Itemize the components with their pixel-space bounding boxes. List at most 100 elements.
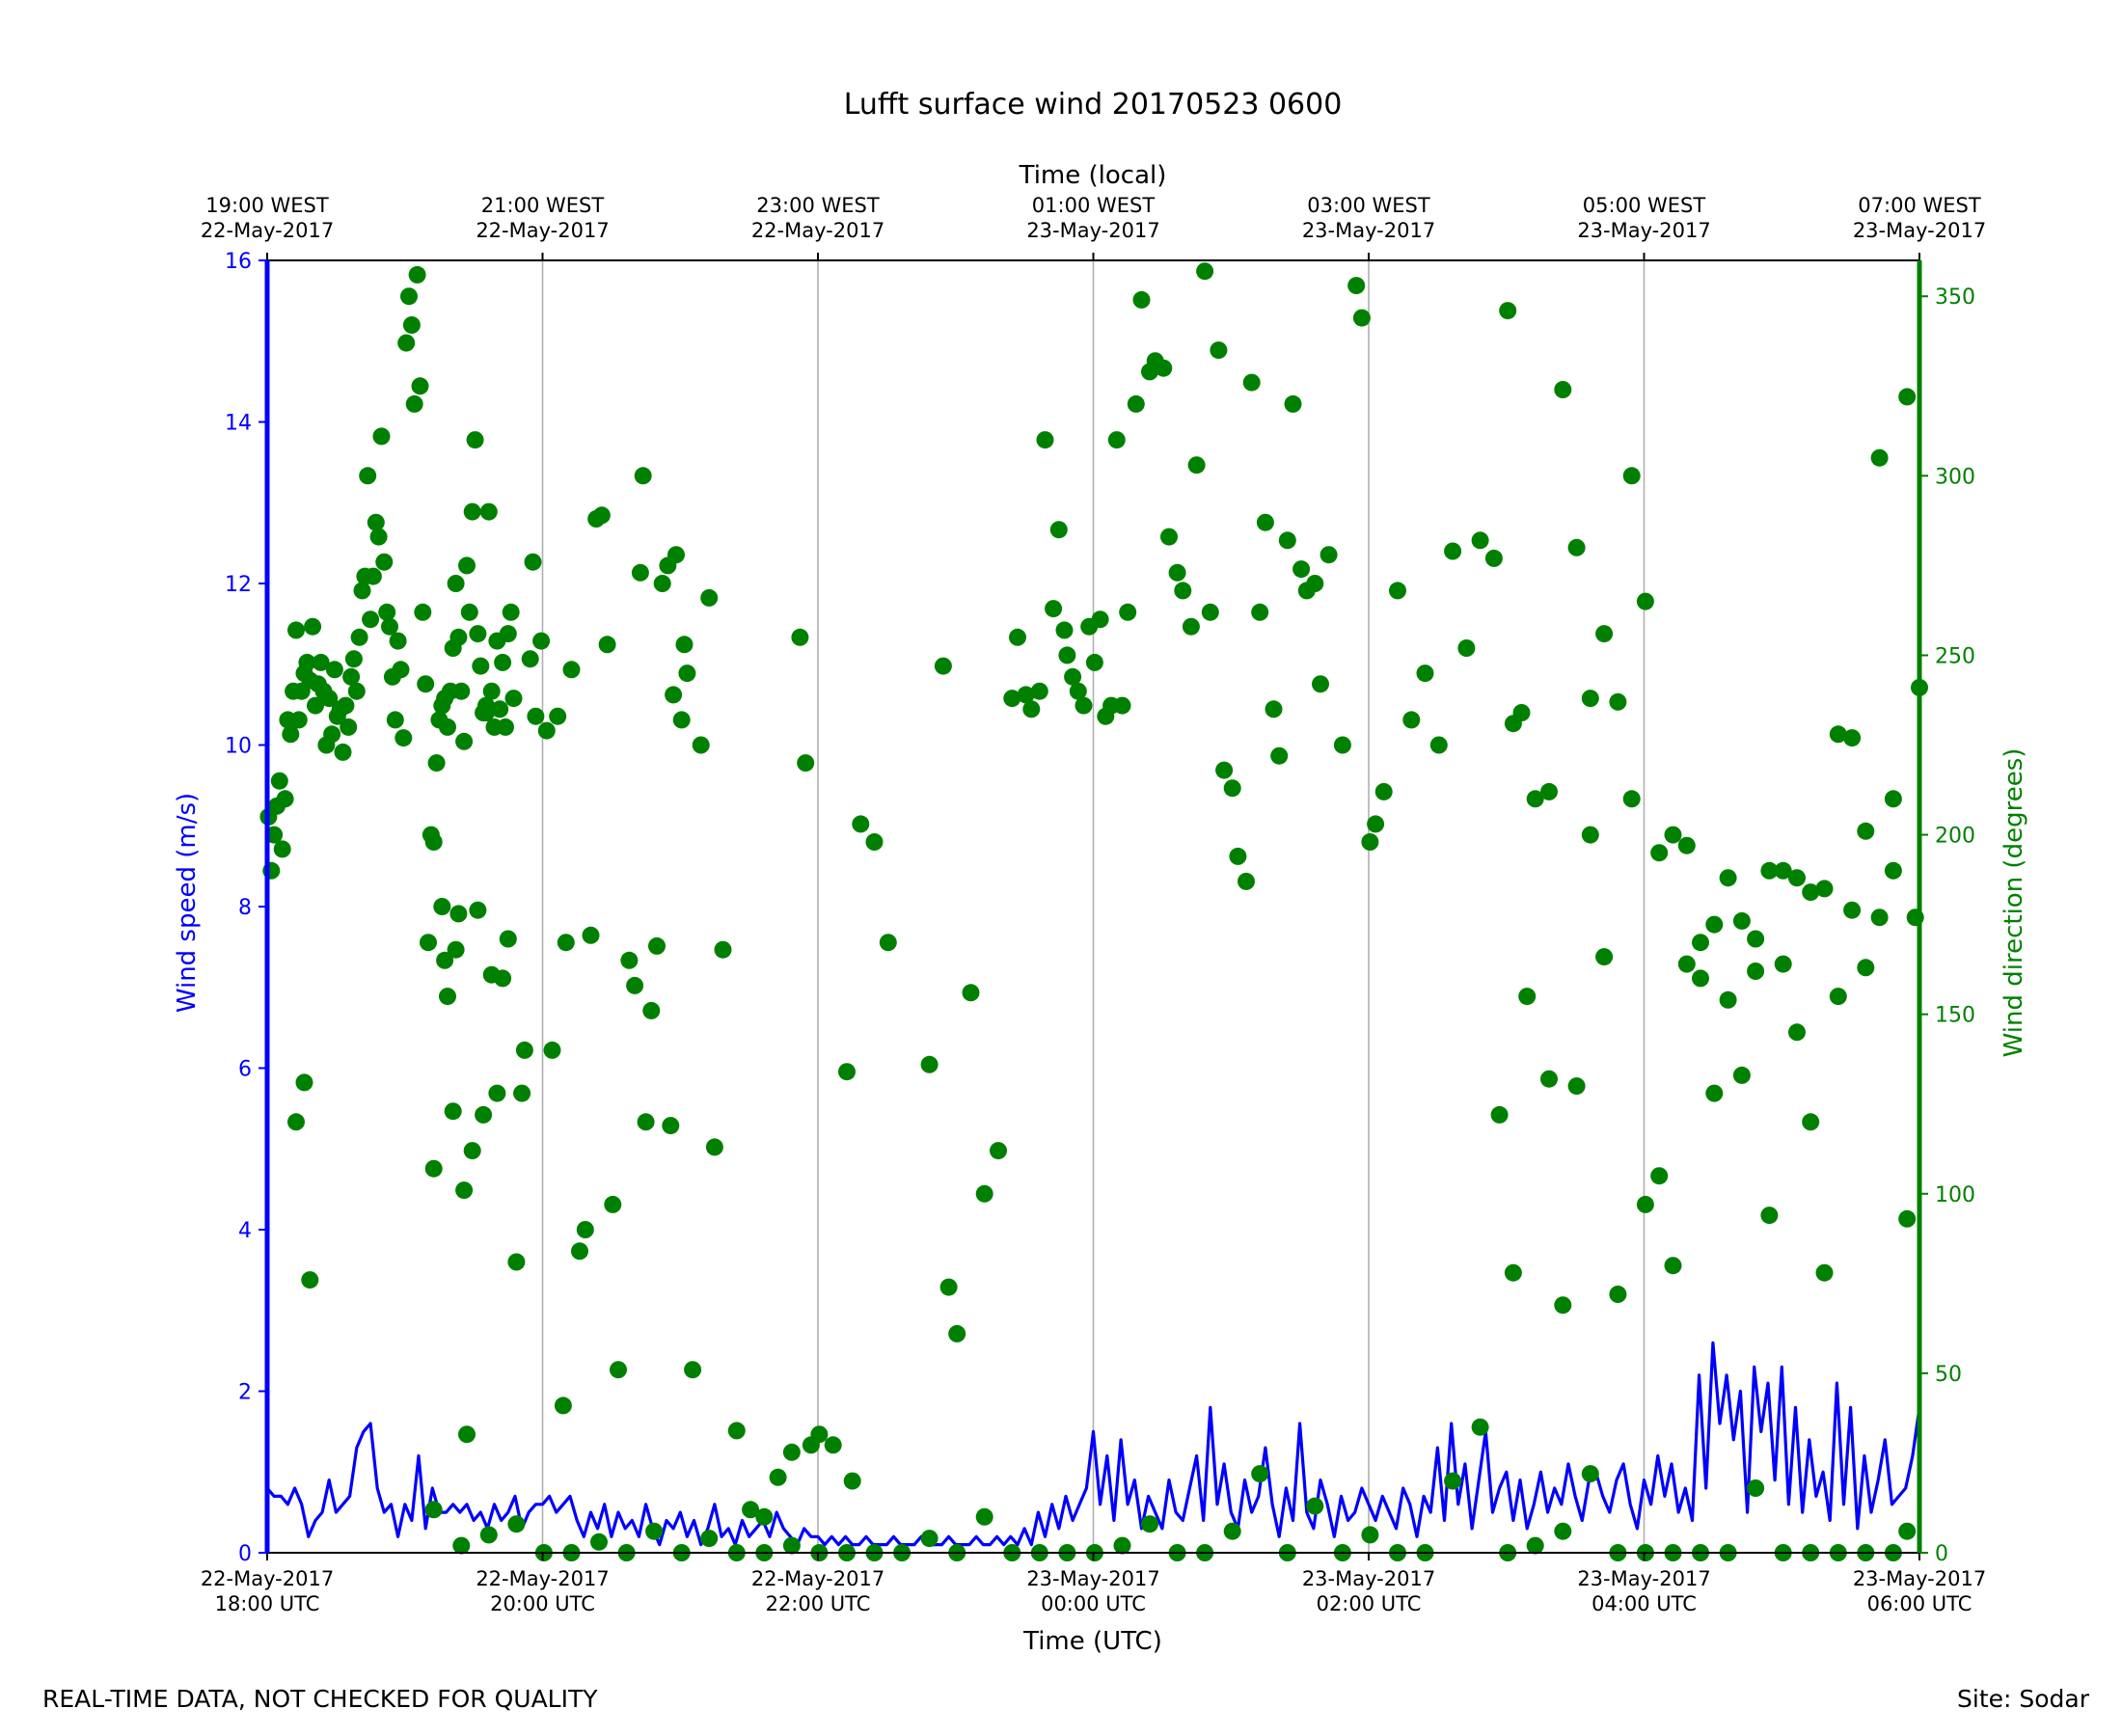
wind-direction-point [1567, 538, 1586, 556]
wind-direction-point [1256, 513, 1274, 531]
wind-direction-point [295, 1073, 313, 1092]
wind-direction-point [298, 653, 316, 671]
wind-direction-point [1760, 1207, 1779, 1225]
wind-direction-point [372, 427, 391, 446]
wind-direction-point [1127, 394, 1145, 413]
x-top-tick-date: 23-May-2017 [1302, 219, 1435, 242]
wind-direction-point [1540, 782, 1558, 800]
wind-direction-point [447, 575, 465, 592]
wind-direction-point [582, 926, 600, 944]
wind-direction-point [344, 650, 363, 668]
wind-direction-point [334, 743, 352, 761]
wind-direction-point [1540, 1070, 1558, 1088]
wind-direction-point [1306, 575, 1324, 592]
x-top-tick-time: 07:00 WEST [1858, 194, 1981, 217]
wind-direction-point [1416, 665, 1434, 683]
wind-direction-point [645, 1522, 664, 1540]
wind-direction-point [700, 588, 719, 607]
wind-direction-point [494, 653, 512, 671]
x-top-tick-date: 22-May-2017 [751, 219, 884, 242]
wind-direction-point [782, 1536, 801, 1555]
wind-direction-point [1609, 1286, 1627, 1303]
wind-direction-point [452, 682, 471, 700]
x-top-tick-time: 23:00 WEST [756, 194, 880, 217]
wind-direction-point [488, 1084, 506, 1102]
wind-direction-point [359, 467, 377, 485]
wind-direction-point [312, 653, 330, 671]
wind-direction-point [782, 1443, 801, 1461]
wind-direction-point [1284, 394, 1302, 413]
wind-direction-point [424, 833, 443, 851]
wind-direction-point [1650, 844, 1669, 862]
wind-direction-point [1526, 790, 1544, 808]
wind-direction-point [1003, 690, 1021, 708]
wind-direction-point [1058, 646, 1076, 665]
grid-lines [541, 260, 1646, 1553]
wind-direction-point [1030, 682, 1048, 700]
wind-direction-point [527, 707, 545, 725]
wind-direction-point [975, 1507, 993, 1526]
y-left-axis-label: Wind speed (m/s) [173, 793, 202, 1013]
wind-direction-point [1238, 872, 1255, 890]
wind-direction-point [939, 1278, 958, 1296]
wind-direction-point [1636, 1195, 1654, 1213]
wind-direction-point [662, 1117, 680, 1135]
y-right-tick-label: 300 [1935, 465, 1975, 489]
wind-direction-point [515, 1041, 533, 1059]
x-bottom-tick-date: 23-May-2017 [1577, 1567, 1710, 1590]
wind-speed-series [265, 1341, 1921, 1547]
wind-direction-point [1009, 628, 1026, 646]
wind-direction-point [402, 316, 421, 334]
wind-direction-point [1017, 686, 1035, 704]
wind-direction-point [1554, 1296, 1572, 1315]
wind-direction-point [1664, 1257, 1682, 1275]
wind-direction-point [1107, 431, 1126, 449]
wind-direction-point [472, 657, 490, 675]
wind-direction-point [1374, 782, 1393, 800]
footer-site-label: Site: Sodar [1957, 1685, 2090, 1713]
wind-direction-point [469, 625, 487, 643]
y-right-tick-label: 0 [1935, 1542, 1948, 1566]
wind-direction-point [424, 1501, 443, 1519]
wind-direction-point [367, 513, 385, 531]
wind-direction-point [1843, 901, 1862, 919]
wind-direction-point [1692, 969, 1709, 988]
x-top-tick-time: 01:00 WEST [1032, 194, 1156, 217]
wind-direction-point [1512, 704, 1531, 721]
wind-direction-point [460, 603, 478, 621]
wind-direction-point [463, 1142, 481, 1160]
wind-direction-point [620, 951, 639, 969]
wind-direction-point [1788, 1023, 1806, 1042]
wind-direction-point [1471, 1418, 1489, 1436]
wind-direction-point [1884, 790, 1902, 808]
wind-direction-point [610, 1361, 627, 1379]
wind-direction-point [1677, 955, 1696, 973]
y-right-tick-label: 150 [1935, 1004, 1975, 1028]
wind-direction-point [1036, 431, 1054, 449]
wind-direction-point [843, 1472, 861, 1490]
wind-direction-point [675, 636, 694, 654]
wind-direction-point [455, 732, 474, 750]
wind-direction-point [1815, 880, 1834, 898]
wind-direction-point [1829, 988, 1847, 1006]
wind-direction-point [1567, 1077, 1586, 1096]
wind-direction-point [1898, 1522, 1917, 1540]
wind-speed-line [265, 1341, 1921, 1547]
wind-direction-point [1884, 861, 1902, 880]
wind-direction-point [1747, 1479, 1765, 1497]
wind-direction-point [1843, 729, 1862, 747]
wind-direction-point [378, 603, 396, 621]
x-bottom-tick-time: 22:00 UTC [766, 1592, 871, 1615]
wind-direction-point [1292, 560, 1311, 579]
wind-direction-point [648, 936, 666, 955]
wind-direction-point [433, 898, 451, 915]
y-right-tick-label: 100 [1935, 1183, 1975, 1207]
wind-direction-point [532, 632, 551, 650]
wind-direction-point [369, 528, 388, 546]
wind-direction-point [458, 556, 476, 575]
wind-direction-point [1747, 963, 1765, 980]
wind-direction-point [1444, 1472, 1462, 1490]
wind-direction-point [1692, 934, 1709, 952]
wind-direction-point [1802, 883, 1820, 902]
x-top-axis-label: Time (local) [1019, 161, 1167, 190]
